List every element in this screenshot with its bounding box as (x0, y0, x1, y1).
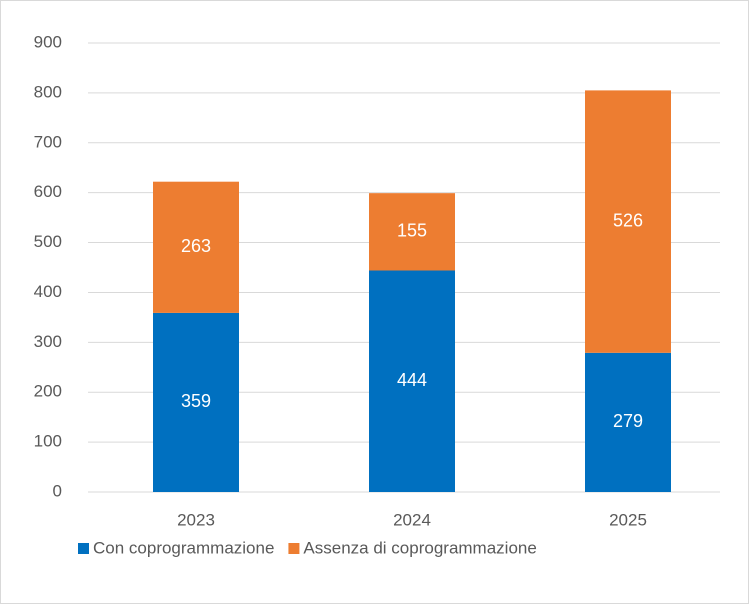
x-tick-label: 2023 (177, 510, 215, 529)
data-label: 263 (181, 236, 211, 256)
bar-segment (369, 270, 455, 492)
y-tick-label: 900 (34, 32, 62, 51)
legend-label: Con coprogrammazione (93, 538, 274, 557)
y-tick-label: 300 (34, 332, 62, 351)
data-label: 359 (181, 391, 211, 411)
y-tick-label: 0 (53, 481, 62, 500)
x-tick-label: 2025 (609, 510, 647, 529)
y-tick-label: 700 (34, 132, 62, 151)
legend-swatch (288, 543, 300, 554)
data-label: 279 (613, 411, 643, 431)
data-label: 444 (397, 370, 427, 390)
x-tick-label: 2024 (393, 510, 431, 529)
y-tick-label: 800 (34, 82, 62, 101)
legend-swatch (78, 543, 89, 554)
y-tick-label: 500 (34, 232, 62, 251)
y-tick-label: 200 (34, 382, 62, 401)
legend-label: Assenza di coprogrammazione (303, 538, 536, 557)
bar-segment (585, 90, 671, 353)
data-label: 526 (613, 210, 643, 230)
data-label: 155 (397, 221, 427, 241)
bar-segment (153, 181, 239, 313)
y-tick-label: 100 (34, 432, 62, 451)
bar-segment (153, 312, 239, 492)
y-tick-label: 600 (34, 182, 62, 201)
bar-segment (585, 352, 671, 492)
y-tick-label: 400 (34, 282, 62, 301)
bar-segment (369, 193, 455, 271)
